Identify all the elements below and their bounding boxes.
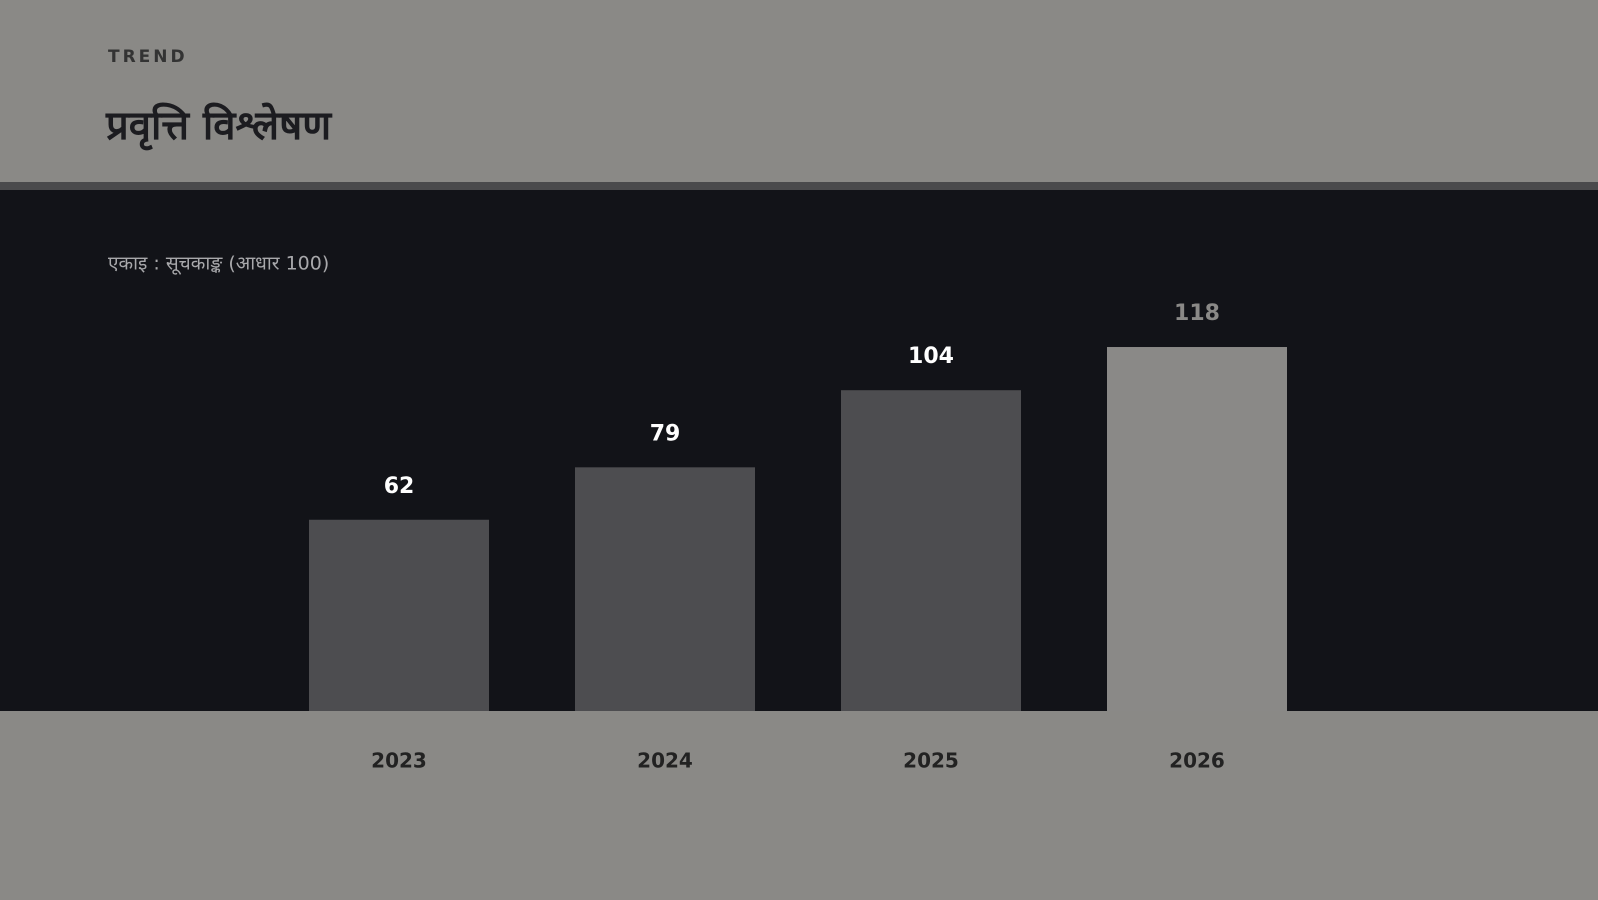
bar xyxy=(575,467,755,711)
value-label: 118 xyxy=(1174,301,1220,326)
value-label: 104 xyxy=(908,344,954,369)
bar xyxy=(1107,347,1287,711)
footer-band xyxy=(0,711,1598,900)
chart-title: प्रवृत्ति विश्लेषण xyxy=(105,102,333,151)
header-band xyxy=(0,0,1598,182)
plot-panel xyxy=(0,190,1598,711)
x-tick-label: 2025 xyxy=(903,749,959,773)
bar xyxy=(841,390,1021,711)
x-tick-label: 2023 xyxy=(371,749,427,773)
bar xyxy=(309,519,489,711)
x-tick-label: 2026 xyxy=(1169,749,1225,773)
subtitle: एकाइ : सूचकाङ्क (आधार 100) xyxy=(108,253,329,276)
x-tick-label: 2024 xyxy=(637,749,693,773)
value-label: 79 xyxy=(650,421,681,446)
value-label: 62 xyxy=(384,474,415,499)
eyebrow: TREND xyxy=(108,47,188,67)
divider xyxy=(0,182,1598,190)
